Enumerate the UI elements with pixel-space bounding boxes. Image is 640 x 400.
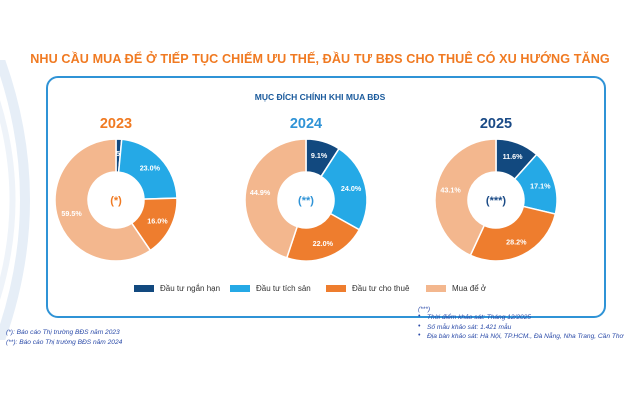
footnote-sample-size: Số mẫu khảo sát: 1.421 mẫu bbox=[418, 323, 624, 334]
decorative-curves bbox=[0, 60, 30, 340]
slice-label-2024-accumulation: 24.0% bbox=[341, 184, 362, 193]
slice-label-2024-short-term: 9.1% bbox=[311, 151, 328, 160]
donut-charts: 1.5% 23.0% 16.0% 59.5% (*) 9.1% 24.0% 22.0% 44.9… bbox=[54, 138, 558, 262]
legend-label-accumulation: Đầu tư tích sản bbox=[256, 284, 311, 293]
legend-swatch-rental bbox=[326, 285, 346, 292]
legend-label-short-term: Đầu tư ngắn hạn bbox=[160, 284, 221, 293]
footnote-2025-head: (***) bbox=[418, 306, 431, 313]
legend-swatch-home bbox=[426, 285, 446, 292]
slice-label-2023-home: 59.5% bbox=[61, 209, 82, 218]
center-label-2024: (**) bbox=[298, 195, 314, 207]
legend-label-rental: Đầu tư cho thuê bbox=[352, 284, 410, 293]
slice-2025-home bbox=[434, 138, 497, 257]
slice-label-2024-rental: 22.0% bbox=[313, 239, 334, 248]
center-label-2025: (***) bbox=[486, 195, 507, 207]
chart-panel bbox=[46, 76, 606, 318]
footnote-2024: (**): Báo cáo Thị trường BĐS năm 2024 bbox=[6, 339, 123, 346]
year-label-2023: 2023 bbox=[99, 116, 133, 132]
footnote-2025-list: Thời điểm khảo sát: Tháng 12/2025 Số mẫu… bbox=[418, 313, 624, 343]
slice-label-2025-short-term: 11.6% bbox=[503, 152, 524, 161]
slice-2025-rental bbox=[469, 205, 557, 262]
footnote-survey-area: Địa bàn khảo sát: Hà Nội, TP.HCM., Đà Nẵ… bbox=[418, 332, 624, 343]
legend-item-short-term: Đầu tư ngắn hạn bbox=[134, 284, 220, 293]
year-label-2025: 2025 bbox=[479, 116, 513, 132]
slice-label-2025-accumulation: 17.1% bbox=[530, 182, 551, 191]
page-title: NHU CẦU MUA ĐỂ Ở TIẾP TỤC CHIẾM ƯU THẾ, … bbox=[30, 52, 610, 66]
chart-title: MỤC ĐÍCH CHÍNH KHI MUA BĐS bbox=[254, 92, 386, 102]
slice-2024-home bbox=[244, 138, 307, 259]
slice-label-2025-home: 43.1% bbox=[440, 185, 461, 194]
legend-label-home: Mua để ở bbox=[452, 284, 487, 293]
footnote-survey-time: Thời điểm khảo sát: Tháng 12/2025 bbox=[418, 313, 624, 324]
slice-2024-accumulation bbox=[320, 147, 368, 231]
year-label-2024: 2024 bbox=[289, 116, 323, 132]
slice-label-2023-accumulation: 23.0% bbox=[140, 164, 161, 173]
legend-item-home: Mua để ở bbox=[426, 284, 486, 293]
slice-label-2023-rental: 16.0% bbox=[147, 217, 168, 226]
slice-label-2023-short-term: 1.5% bbox=[110, 149, 127, 158]
legend-swatch-accumulation bbox=[230, 285, 250, 292]
legend-item-accumulation: Đầu tư tích sản bbox=[230, 284, 311, 293]
center-label-2023: (*) bbox=[110, 195, 122, 207]
slice-2023-home bbox=[54, 138, 152, 262]
footnote-2023: (*): Báo cáo Thị trường BĐS năm 2023 bbox=[6, 329, 120, 336]
legend: Đầu tư ngắn hạn Đầu tư tích sản Đầu tư c… bbox=[0, 284, 640, 298]
legend-swatch-short-term bbox=[134, 285, 154, 292]
slice-label-2025-rental: 28.2% bbox=[506, 237, 527, 246]
slice-label-2024-home: 44.9% bbox=[250, 188, 271, 197]
legend-item-rental: Đầu tư cho thuê bbox=[326, 284, 409, 293]
